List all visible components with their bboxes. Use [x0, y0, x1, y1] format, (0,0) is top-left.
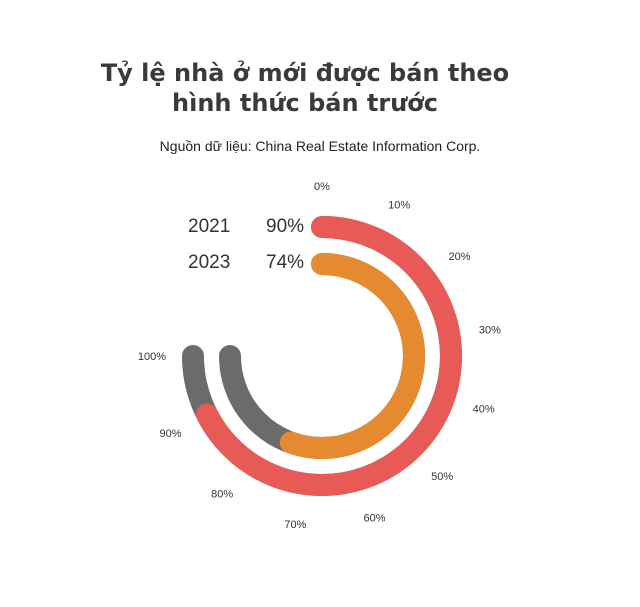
bar-2021 — [196, 216, 462, 496]
tick-label: 80% — [211, 489, 233, 501]
tick-label: 90% — [159, 428, 181, 440]
chart-title-line-1: Tỷ lệ nhà ở mới được bán theo — [100, 59, 510, 87]
legend-value-2023: 74% — [266, 252, 304, 273]
tick-label: 20% — [448, 251, 470, 263]
legend-value-2021: 90% — [266, 216, 304, 237]
tick-label: 30% — [479, 324, 501, 336]
legend: 2021 90% 2023 74% — [188, 216, 304, 273]
bar-2023 — [279, 253, 425, 459]
tick-label: 60% — [363, 513, 385, 525]
tick-label: 10% — [388, 200, 410, 212]
tick-labels: 0% 10% 20% 30% 40% 50% 60% 70% 80% 90% 100% — [138, 181, 501, 531]
tick-label: 70% — [284, 519, 306, 531]
tick-label: 50% — [431, 471, 453, 483]
tick-label: 40% — [473, 404, 495, 416]
chart-title: Tỷ lệ nhà ở mới được bán theo hình thức … — [0, 58, 610, 118]
chart-title-line-2: hình thức bán trước — [172, 89, 438, 117]
series-bars — [196, 216, 462, 496]
chart-subtitle: Nguồn dữ liệu: China Real Estate Informa… — [159, 138, 481, 154]
tick-label: 0% — [314, 181, 330, 193]
legend-year-2023: 2023 — [188, 252, 230, 273]
legend-year-2021: 2021 — [188, 216, 230, 237]
tick-label: 100% — [138, 351, 166, 363]
